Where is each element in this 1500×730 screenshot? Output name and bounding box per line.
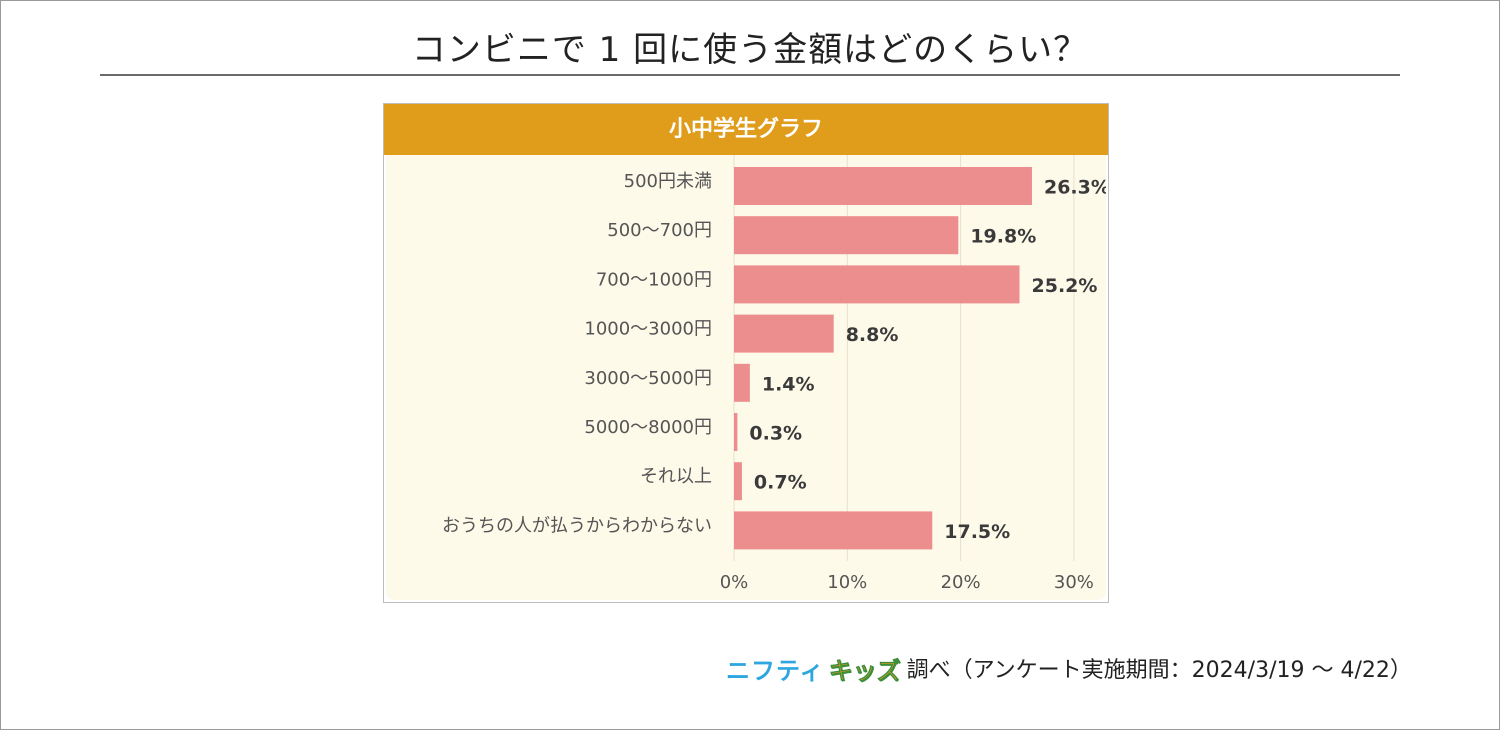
category-label: 700～1000円 xyxy=(596,269,712,290)
x-tick-label: 0% xyxy=(720,572,749,593)
x-tick-label: 30% xyxy=(1054,572,1094,593)
category-label: おうちの人が払うからわからない xyxy=(442,515,712,536)
main-title: コンビニで 1 回に使う金額はどのくらい？ xyxy=(411,30,1089,70)
panel-header: 小中学生グラフ xyxy=(384,104,1108,155)
value-label: 25.2% xyxy=(1032,275,1098,297)
title-divider xyxy=(100,74,1400,76)
category-label: それ以上 xyxy=(640,466,712,487)
category-label: 500円未満 xyxy=(624,171,712,192)
x-tick-label: 20% xyxy=(941,572,981,593)
bar-0 xyxy=(734,167,1032,205)
bar-5 xyxy=(734,413,738,451)
footer-credit: ニフティ キッズ 調べ（アンケート実施期間：2024/3/19 ～ 4/22） xyxy=(726,648,1412,688)
category-label: 1000～3000円 xyxy=(584,319,712,340)
x-tick-label: 10% xyxy=(827,572,867,593)
bar-1 xyxy=(734,216,959,255)
brand-logo: ニフティ キッズ xyxy=(726,651,901,686)
bar-7 xyxy=(734,511,933,550)
brand-name-kids: キッズ xyxy=(828,656,901,685)
bar-chart: 500円未満 26.3% 500～700円 19.8% 700～1000円 25.2% 10… xyxy=(442,155,1106,593)
bar-2 xyxy=(734,265,1020,304)
value-label: 17.5% xyxy=(944,521,1010,543)
category-label: 5000～8000円 xyxy=(584,417,712,438)
bar-4 xyxy=(734,363,750,402)
value-label: 0.7% xyxy=(754,472,807,494)
survey-period-text: 調べ（アンケート実施期間：2024/3/19 ～ 4/22） xyxy=(906,658,1412,683)
chart-panel: 小中学生グラフ 500円未満 26.3% 500～700円 19.8% 700～1000… xyxy=(383,103,1109,603)
value-label: 26.3% xyxy=(1044,177,1106,199)
category-label: 500～700円 xyxy=(607,220,712,241)
value-label: 19.8% xyxy=(970,226,1036,248)
brand-name-nifty: ニフティ xyxy=(726,656,825,685)
plot-area: 500円未満 26.3% 500～700円 19.8% 700～1000円 25.2% 10… xyxy=(386,155,1106,600)
category-label: 3000～5000円 xyxy=(584,368,712,389)
bar-3 xyxy=(734,314,834,353)
value-label: 0.3% xyxy=(749,423,802,445)
value-label: 1.4% xyxy=(762,373,815,395)
value-label: 8.8% xyxy=(846,324,899,346)
bar-6 xyxy=(734,462,742,501)
